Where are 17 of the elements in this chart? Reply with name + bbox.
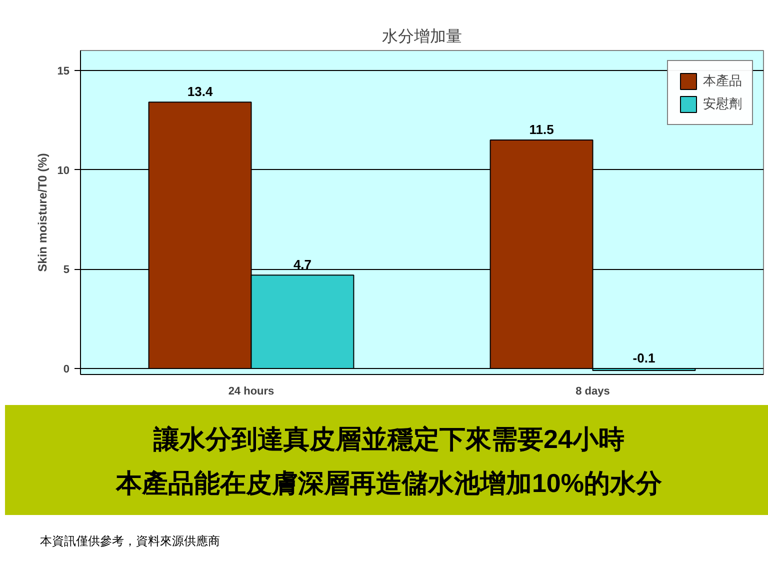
x-tick-label: 24 hours: [228, 386, 274, 398]
legend-label: 本產品: [703, 72, 742, 90]
y-tick-label: 15: [57, 65, 70, 78]
legend-label: 安慰劑: [703, 95, 742, 113]
x-tick-label: 8 days: [576, 386, 610, 398]
data-label: -0.1: [632, 350, 656, 366]
y-tick-label: 5: [63, 264, 70, 276]
text: 本產品能在皮膚深層再造儲水池增加10%的水分: [116, 468, 662, 498]
text: 本資訊僅供參考，資料來源供應商: [40, 533, 220, 550]
data-label: 4.7: [293, 257, 312, 272]
y-tick-label: 0: [63, 364, 70, 376]
y-axis-title: Skin moisture/T0 (%): [35, 153, 50, 272]
text: 讓水分到達真皮層並穩定下來需要24小時: [154, 424, 624, 454]
data-label: 11.5: [529, 122, 554, 137]
y-tick-label: 10: [57, 164, 70, 177]
data-label: 13.4: [187, 84, 214, 100]
chart-title: 水分增加量: [382, 26, 462, 46]
